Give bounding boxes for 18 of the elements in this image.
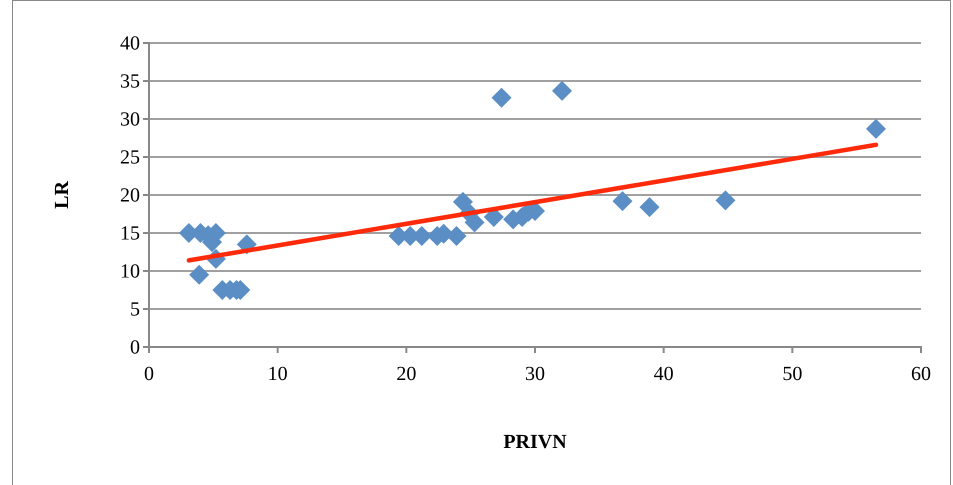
y-tick-label: 5 [130,298,140,320]
x-tick-label: 20 [396,363,416,385]
x-tick-label: 0 [144,363,154,385]
x-tick-label: 60 [911,363,931,385]
y-axis-title: LR [51,180,73,209]
x-tick-label: 40 [654,363,674,385]
y-tick-label: 30 [120,108,140,130]
y-tick-label: 20 [120,184,140,206]
y-tick-label: 35 [120,70,140,92]
x-tick-label: 30 [525,363,545,385]
x-tick-label: 10 [268,363,288,385]
y-tick-label: 10 [120,260,140,282]
y-tick-label: 40 [120,32,140,54]
y-tick-label: 15 [120,222,140,244]
y-tick-label: 25 [120,146,140,168]
x-axis-title: PRIVN [503,431,568,453]
x-tick-label: 50 [782,363,802,385]
y-tick-label: 0 [130,336,140,358]
